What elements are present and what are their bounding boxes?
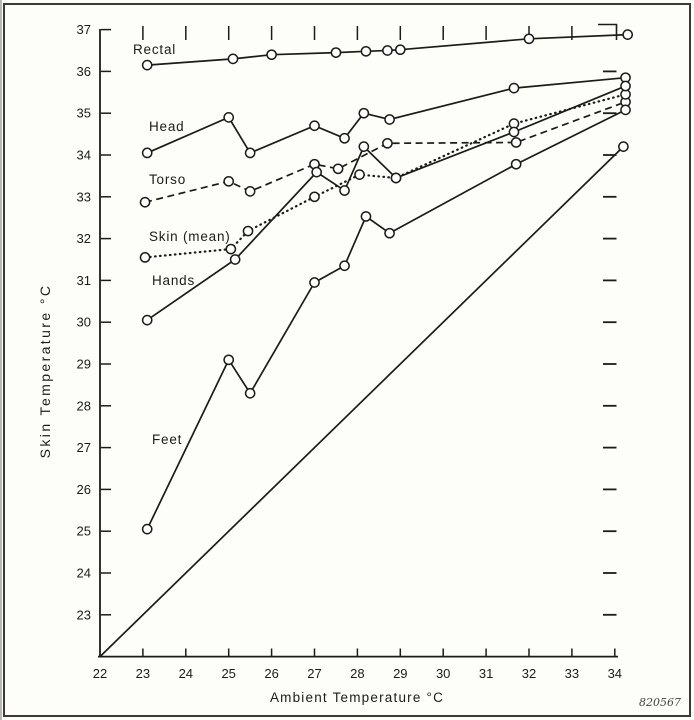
series-line-hands <box>146 85 626 321</box>
marker-rectal <box>622 29 634 40</box>
marker-head <box>309 120 320 132</box>
marker-reference-line-end <box>618 141 629 152</box>
y-tick-label: 26 <box>77 482 91 497</box>
marker-hands <box>311 166 322 178</box>
y-tick-label: 25 <box>77 524 91 539</box>
marker-torso <box>139 196 151 208</box>
y-tick-label: 33 <box>77 189 91 204</box>
y-tick-label: 27 <box>77 440 91 455</box>
y-tick-label: 35 <box>77 106 91 121</box>
marker-torso <box>510 137 522 148</box>
marker-head <box>141 147 153 159</box>
marker-rectal <box>141 59 153 71</box>
marker-rectal <box>382 45 393 56</box>
x-tick-label: 23 <box>136 666 150 681</box>
marker-torso <box>244 186 256 197</box>
x-tick-label: 24 <box>179 666 193 681</box>
marker-feet <box>620 104 631 116</box>
x-tick-label: 22 <box>93 666 107 681</box>
marker-head <box>223 112 235 123</box>
x-tick-label: 31 <box>479 666 493 681</box>
marker-head <box>384 114 395 125</box>
x-tick-label: 26 <box>264 666 278 681</box>
x-tick-label: 29 <box>393 666 407 681</box>
y-tick-label: 24 <box>77 566 91 581</box>
marker-rectal <box>330 47 342 58</box>
marker-feet <box>223 354 235 366</box>
marker-hands <box>339 185 350 196</box>
marker-feet <box>510 158 522 170</box>
marker-feet <box>309 277 320 288</box>
marker-head <box>339 132 350 144</box>
y-axis-label: Skin Temperature °C <box>37 284 53 459</box>
figure-code: 820567 <box>639 696 681 709</box>
marker-rectal <box>266 49 277 61</box>
marker-head <box>358 107 370 119</box>
series-label-head: Head <box>149 119 184 134</box>
y-tick-label: 34 <box>77 148 91 163</box>
x-tick-label: 28 <box>350 666 364 681</box>
marker-feet <box>141 523 153 535</box>
x-tick-label: 25 <box>221 666 235 681</box>
marker-rectal <box>227 53 239 65</box>
scan-edge <box>0 0 2 720</box>
marker-torso <box>382 137 393 149</box>
marker-skin-mean <box>354 169 365 180</box>
series-label-torso: Torso <box>149 172 186 187</box>
marker-hands <box>141 314 153 326</box>
x-tick-label: 32 <box>522 666 536 681</box>
series-label-rectal: Rectal <box>133 42 176 57</box>
reference-line <box>99 146 624 658</box>
marker-feet <box>339 260 350 272</box>
marker-skin-mean <box>309 191 320 203</box>
marker-torso <box>223 175 235 187</box>
marker-hands <box>229 254 241 265</box>
marker-rectal <box>523 33 535 45</box>
y-tick-label: 37 <box>77 22 91 37</box>
series-line-feet <box>146 109 626 530</box>
marker-torso <box>332 163 344 175</box>
y-tick-label: 36 <box>77 64 91 79</box>
y-tick-label: 32 <box>77 231 91 246</box>
marker-feet <box>384 227 395 239</box>
marker-rectal <box>360 45 372 57</box>
y-tick-label: 29 <box>77 357 91 372</box>
y-tick-label: 31 <box>77 273 91 288</box>
marker-hands <box>620 80 631 92</box>
x-axis-label: Ambient Temperature °C <box>270 690 444 705</box>
marker-skin-mean <box>242 225 254 237</box>
series-label-skin-mean: Skin (mean) <box>149 229 231 244</box>
plot-area: 22 23 24 25 26 27 28 29 30 31 32 33 34 23 24 25 26 27 28 29… <box>77 22 634 681</box>
y-tick-label: 28 <box>77 398 91 413</box>
marker-hands <box>390 172 402 184</box>
marker-hands <box>508 126 520 138</box>
x-tick-label: 30 <box>436 666 450 681</box>
marker-rectal <box>394 44 406 56</box>
marker-head <box>508 82 520 94</box>
marker-feet <box>244 387 256 399</box>
x-tick-label: 33 <box>565 666 579 681</box>
marker-hands <box>358 141 370 152</box>
marker-skin-mean <box>225 243 237 255</box>
marker-skin-mean <box>139 252 151 263</box>
x-tick-label: 27 <box>307 666 321 681</box>
series-label-feet: Feet <box>152 432 182 447</box>
top-right-corner-mark <box>598 23 618 40</box>
y-tick-label: 23 <box>77 607 91 622</box>
x-tick-label: 34 <box>608 666 622 681</box>
marker-feet <box>360 211 372 222</box>
y-tick-label: 30 <box>77 315 91 330</box>
marker-head <box>244 147 256 159</box>
series-label-hands: Hands <box>152 273 195 288</box>
